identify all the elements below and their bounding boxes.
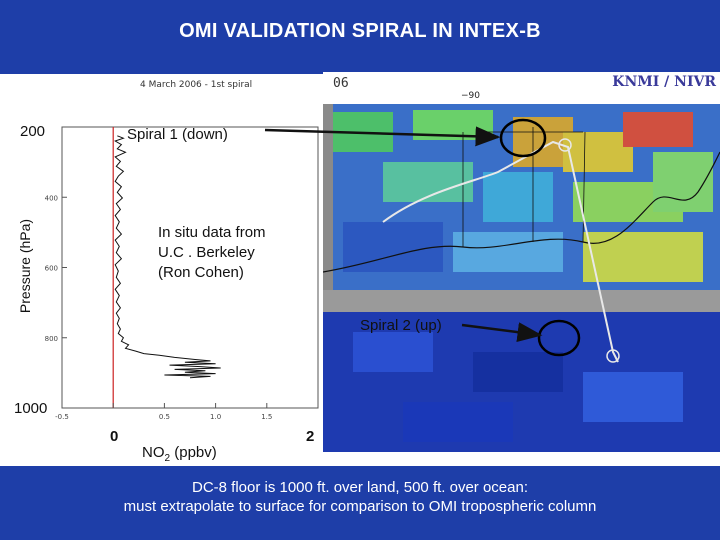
footer-line-2: must extrapolate to surface for comparis…: [123, 498, 597, 515]
slide-footer: DC-8 floor is 1000 ft. over land, 500 ft…: [0, 478, 720, 516]
map-longitude-tick: −90: [461, 91, 480, 101]
spiral-1-highlight: [499, 118, 547, 158]
plot-frame: [61, 126, 319, 409]
y-minor-tick-label-800: 800: [45, 335, 58, 343]
y-tick-label-1000: 1000: [14, 400, 48, 417]
x-tick-label-2: 2: [306, 428, 315, 445]
no2-profile-plot: 400 600 800 -0.5 0.5 1.0 1.5: [45, 126, 319, 421]
satellite-map: 06 −90 KNMI / NIVR: [323, 72, 720, 452]
annotation-insitu-line-3: (Ron Cohen): [158, 264, 244, 281]
x-axis-label-main: NO: [142, 444, 165, 461]
x-axis-label: NO2 (ppbv): [142, 444, 217, 464]
y-minor-tick-label-600: 600: [45, 265, 58, 273]
spiral-2-marker: [606, 349, 620, 363]
x-axis-label-unit: (ppbv): [174, 444, 217, 461]
annotation-insitu: In situ data from U.C . Berkeley (Ron Co…: [158, 223, 266, 283]
x-minor-tick-label-0.5: 0.5: [159, 413, 170, 421]
x-minor-tick-label--0.5: -0.5: [55, 413, 69, 421]
y-minor-tick-label-400: 400: [45, 194, 58, 202]
no2-profile-chart: 400 600 800 -0.5 0.5 1.0 1.5: [0, 74, 330, 466]
x-tick-label-0: 0: [110, 428, 119, 445]
missing-data-band: [323, 290, 720, 312]
y-tick-label-200: 200: [20, 123, 46, 140]
annotation-spiral-1: Spiral 1 (down): [127, 126, 228, 143]
no2-profile-line-0: [114, 135, 221, 379]
map-credit: KNMI / NIVR: [612, 74, 716, 90]
annotation-insitu-line-1: In situ data from: [158, 224, 266, 241]
annotation-spiral-2: Spiral 2 (up): [360, 317, 442, 334]
flight-track: [382, 140, 619, 363]
no2-column-map: [323, 104, 720, 452]
state-borders: [462, 127, 586, 247]
x-minor-tick-label-1.5: 1.5: [261, 413, 272, 421]
coastline: [323, 151, 720, 273]
y-axis-label: Pressure (hPa): [17, 218, 33, 314]
chart-title: 4 March 2006 - 1st spiral: [140, 80, 253, 90]
annotation-insitu-line-2: U.C . Berkeley: [158, 244, 255, 261]
map-date-fragment: 06: [333, 76, 349, 91]
retrieval-swath-upper: [333, 104, 720, 302]
spiral-1-marker: [558, 138, 572, 152]
map-header: 06 −90 KNMI / NIVR: [323, 72, 720, 104]
slide-title: OMI VALIDATION SPIRAL IN INTEX-B: [179, 20, 541, 42]
x-axis-label-subscript: 2: [164, 453, 171, 464]
x-minor-tick-label-1.0: 1.0: [210, 413, 221, 421]
footer-line-1: DC-8 floor is 1000 ft. over land, 500 ft…: [191, 479, 528, 496]
